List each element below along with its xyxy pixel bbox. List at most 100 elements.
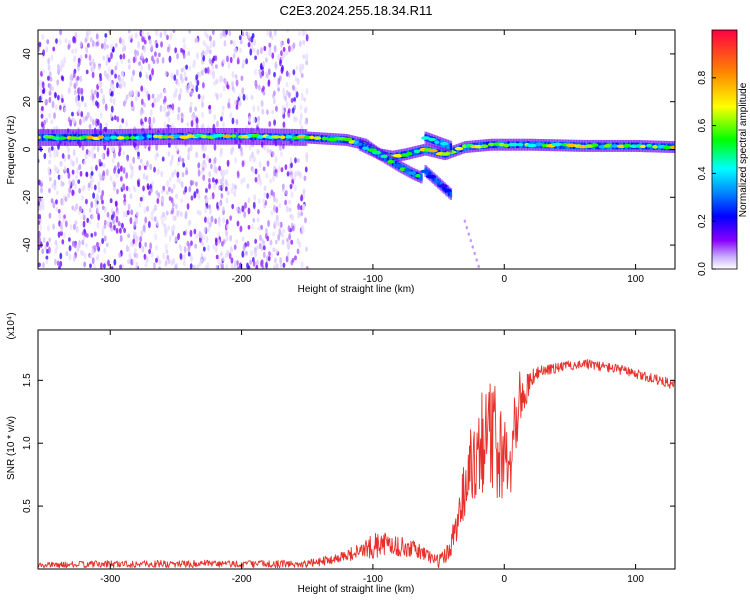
noise-speckle (305, 34, 309, 42)
noise-speckle (171, 103, 175, 111)
noise-speckle (279, 257, 283, 265)
noise-speckle (169, 159, 173, 167)
ridge-peak (415, 173, 421, 178)
noise-speckle (272, 169, 276, 176)
noise-speckle (180, 112, 184, 118)
noise-speckle (174, 203, 178, 210)
noise-speckle (61, 199, 65, 206)
noise-speckle (183, 43, 186, 51)
noise-speckle (274, 263, 278, 269)
noise-speckle (190, 120, 194, 128)
noise-speckle (241, 250, 245, 258)
noise-speckle (58, 38, 62, 45)
noise-speckle (117, 168, 121, 174)
noise-speckle (262, 166, 266, 172)
noise-speckle (268, 42, 272, 48)
noise-speckle (226, 159, 230, 167)
noise-speckle (293, 176, 297, 181)
ridge-peak (380, 154, 388, 159)
noise-speckle (139, 30, 143, 37)
noise-speckle (115, 215, 119, 223)
noise-speckle (137, 43, 141, 50)
noise-speckle (295, 91, 299, 98)
noise-speckle (246, 183, 250, 189)
tail-trace (477, 264, 480, 268)
noise-speckle (204, 216, 207, 223)
noise-speckle (45, 117, 49, 123)
ridge-peak (109, 135, 118, 140)
ridge-peak (257, 135, 264, 139)
noise-speckle (206, 261, 210, 269)
noise-speckle (255, 83, 258, 90)
noise-speckle (286, 171, 290, 177)
noise-speckle (257, 198, 261, 205)
noise-speckle (54, 248, 58, 254)
noise-speckle (71, 49, 75, 54)
noise-speckle (167, 151, 171, 157)
noise-speckle (226, 84, 230, 90)
noise-speckle (229, 56, 233, 64)
noise-speckle (196, 79, 200, 86)
noise-speckle (217, 259, 221, 265)
noise-speckle (204, 144, 207, 152)
noise-speckle (42, 236, 46, 244)
noise-speckle (147, 63, 151, 71)
noise-speckle (175, 263, 178, 269)
noise-speckle (204, 206, 208, 214)
noise-speckle (270, 34, 274, 41)
noise-speckle (110, 43, 113, 50)
noise-speckle (179, 245, 183, 253)
noise-speckle (170, 72, 174, 80)
noise-speckle (256, 120, 260, 128)
ridge-peak (480, 144, 489, 148)
noise-speckle (99, 76, 103, 82)
noise-speckle (97, 79, 101, 87)
noise-speckle (97, 186, 101, 193)
noise-speckle (133, 221, 137, 228)
noise-speckle (91, 93, 95, 99)
noise-speckle (211, 64, 215, 70)
noise-speckle (244, 250, 248, 256)
noise-speckle (188, 82, 191, 90)
noise-speckle (153, 216, 157, 222)
noise-speckle (213, 114, 217, 121)
noise-speckle (153, 262, 156, 269)
noise-speckle (208, 170, 212, 178)
noise-speckle (208, 182, 211, 190)
noise-speckle (121, 71, 125, 77)
noise-speckle (60, 59, 64, 67)
noise-speckle (85, 46, 89, 54)
noise-speckle (174, 88, 178, 94)
noise-speckle (225, 235, 229, 242)
noise-speckle (145, 175, 149, 181)
noise-speckle (241, 160, 245, 168)
noise-speckle (48, 237, 52, 243)
noise-speckle (97, 180, 101, 188)
noise-speckle (94, 89, 97, 95)
ridge-peak (404, 167, 411, 172)
noise-speckle (64, 38, 68, 44)
noise-speckle (294, 171, 298, 178)
noise-speckle (252, 117, 256, 123)
noise-speckle (226, 223, 229, 230)
noise-speckle (294, 184, 297, 191)
noise-speckle (81, 250, 85, 257)
noise-speckle (116, 116, 120, 123)
noise-speckle (288, 199, 291, 205)
noise-speckle (166, 179, 170, 188)
noise-speckle (38, 262, 41, 268)
noise-speckle (267, 79, 271, 87)
noise-speckle (154, 204, 157, 209)
noise-speckle (172, 183, 176, 190)
noise-speckle (280, 66, 284, 75)
noise-speckle (242, 243, 246, 251)
noise-speckle (57, 68, 61, 75)
noise-speckle (135, 89, 139, 96)
noise-speckle (206, 216, 210, 223)
noise-speckle (211, 177, 215, 183)
noise-speckle (201, 94, 205, 101)
noise-speckle (232, 53, 236, 59)
noise-speckle (286, 38, 290, 45)
noise-speckle (237, 143, 241, 149)
noise-speckle (155, 244, 159, 251)
